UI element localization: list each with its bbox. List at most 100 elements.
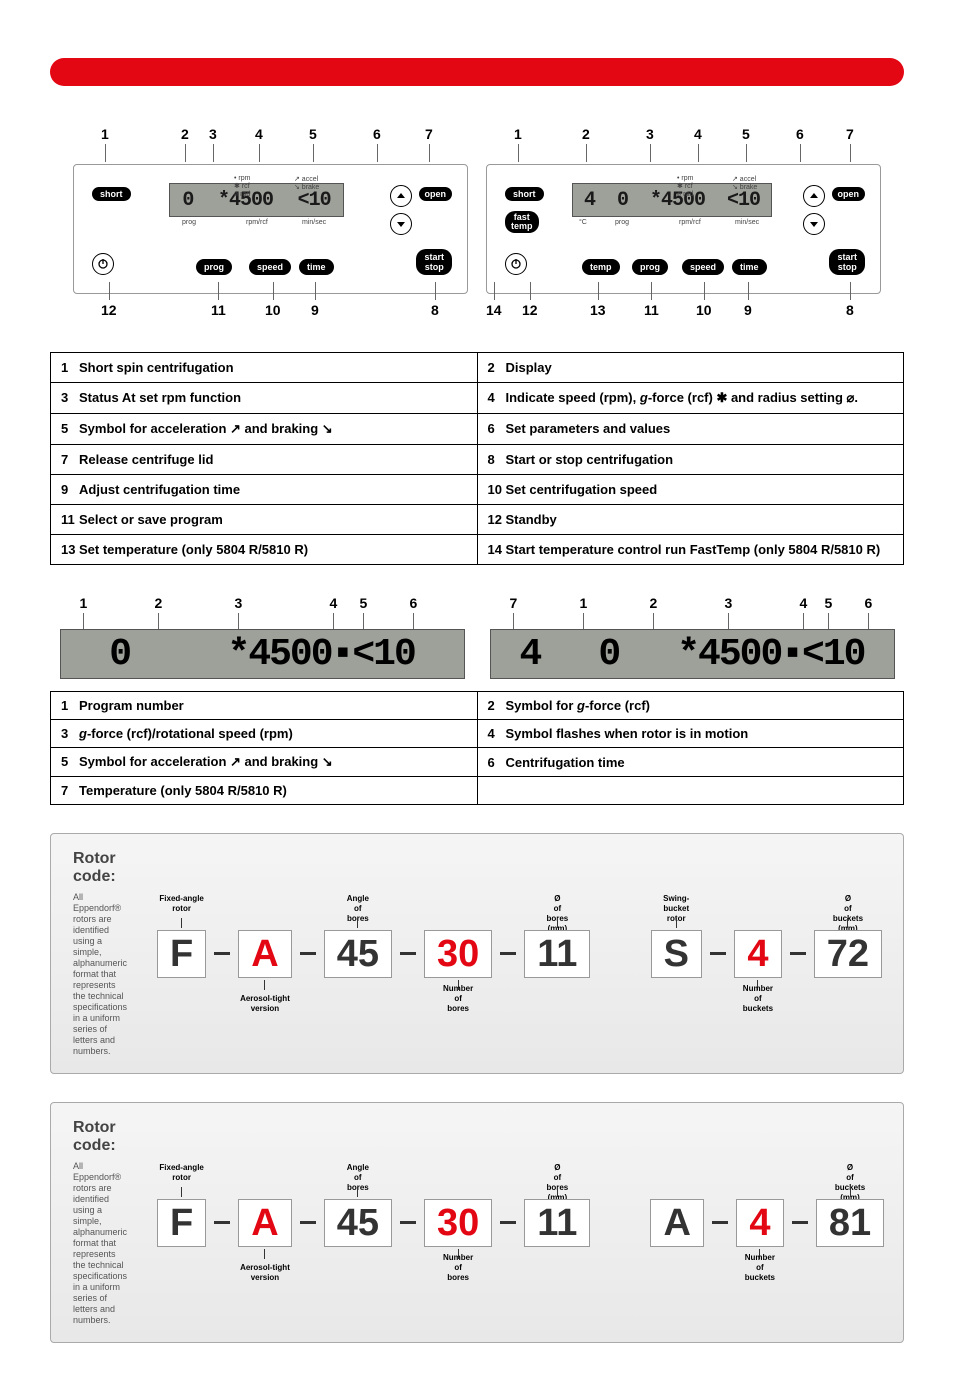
legend-table-lcd: 1Program number2Symbol for g-force (rcf)…: [50, 691, 904, 805]
legend-table-panel: 1Short spin centrifugation2Display3Statu…: [50, 352, 904, 565]
callout-label: 9: [311, 302, 319, 318]
lcd-seg: *4500▪<10: [228, 633, 415, 676]
control-panel-right: short fasttemp 4 0 *4500 <10 • rpm✱ rcf⌀…: [486, 164, 881, 294]
rotor-code-col: AAerosol-tightversion: [238, 1163, 291, 1283]
under-label: °C: [579, 219, 587, 226]
callout-label: 1: [101, 126, 109, 142]
prog-button[interactable]: prog: [196, 259, 232, 275]
rotor-code: Fixed-anglerotorFAAerosol-tightversionAn…: [157, 1163, 590, 1283]
rotor-code-col: Øofbuckets(mm)81: [816, 1163, 884, 1283]
legend-cell: 2Display: [477, 353, 904, 383]
under-label: min/sec: [302, 219, 326, 226]
temp-button[interactable]: temp: [582, 259, 620, 275]
arrow-down-button[interactable]: [803, 213, 825, 235]
speed-button[interactable]: speed: [249, 259, 291, 275]
callout-label: 6: [796, 126, 804, 142]
speed-button[interactable]: speed: [682, 259, 724, 275]
callout-label: 8: [846, 302, 854, 318]
control-panel-left: short 0 *4500 <10 • rpm✱ rcf⌀ rad ↗ acce…: [73, 164, 468, 294]
lcd-seg: 4: [584, 189, 595, 212]
standby-button[interactable]: [505, 253, 527, 275]
short-button[interactable]: short: [505, 187, 544, 201]
lcd-callouts-right: 7123456: [490, 595, 895, 629]
callout-label: 13: [590, 302, 606, 318]
legend-cell: 4Indicate speed (rpm), g-force (rcf) ✱ a…: [477, 383, 904, 414]
rotor-code-col: A: [650, 1163, 703, 1283]
dash-icon: [300, 1221, 316, 1224]
open-button[interactable]: open: [419, 187, 453, 201]
legend-cell: 7Temperature (only 5804 R/5810 R): [51, 777, 478, 805]
callout-label: 6: [410, 595, 418, 611]
callout-label: 14: [486, 302, 502, 318]
under-label: prog: [182, 219, 196, 226]
legend-cell: 11Select or save program: [51, 505, 478, 535]
dash-icon: [500, 952, 516, 955]
callout-label: 3: [646, 126, 654, 142]
lcd-seg: 0: [617, 189, 628, 212]
rotor-code: Fixed-anglerotorFAAerosol-tightversionAn…: [157, 894, 590, 1014]
callout-labels-top-right: 1234567: [486, 126, 881, 156]
rotor-code-block: Rotor code:All Eppendorf® rotors are ide…: [50, 1102, 904, 1343]
callout-label: 7: [425, 126, 433, 142]
time-button[interactable]: time: [732, 259, 767, 275]
small-label: ↗ accel↘ brake: [294, 175, 319, 191]
legend-cell: 3g-force (rcf)/rotational speed (rpm): [51, 720, 478, 748]
control-panels-row: 1234567 short 0 *4500 <10 • rpm✱ rcf⌀ ra…: [50, 126, 904, 332]
rotor-code-col: Øofbores(mm)11: [524, 1163, 590, 1283]
lcd-block-right: 7123456 4 0 *4500▪<10: [490, 595, 895, 679]
arrow-down-button[interactable]: [390, 213, 412, 235]
dash-icon: [400, 1221, 416, 1224]
legend-cell: 6Set parameters and values: [477, 414, 904, 445]
callout-label: 11: [644, 302, 659, 318]
rotor-code-col: Fixed-anglerotorF: [157, 894, 206, 1014]
arrow-up-button[interactable]: [390, 185, 412, 207]
rotor-code-block: Rotor code:All Eppendorf® rotors are ide…: [50, 833, 904, 1074]
dash-icon: [300, 952, 316, 955]
fasttemp-button[interactable]: fasttemp: [505, 211, 539, 233]
callout-label: 1: [580, 595, 588, 611]
lcd-displays-row: 123456 0 *4500▪<10 7123456 4 0 *4500▪<10: [50, 595, 904, 679]
time-button[interactable]: time: [299, 259, 334, 275]
legend-cell: 2Symbol for g-force (rcf): [477, 692, 904, 720]
rotor-code-col: Øofbuckets(mm)72: [814, 894, 882, 1014]
dash-icon: [214, 952, 230, 955]
lcd-seg: 0: [182, 189, 193, 212]
under-label: min/sec: [735, 219, 759, 226]
callout-label: 5: [309, 126, 317, 142]
lcd-block-left: 123456 0 *4500▪<10: [60, 595, 465, 679]
callout-label: 4: [694, 126, 702, 142]
dash-icon: [400, 952, 416, 955]
callout-label: 3: [209, 126, 217, 142]
rotor-code-col: 4Numberofbuckets: [734, 894, 782, 1014]
prog-button[interactable]: prog: [632, 259, 668, 275]
dash-icon: [712, 1221, 728, 1224]
callout-label: 9: [744, 302, 752, 318]
lcd-seg: 0: [598, 633, 619, 676]
under-label: rpm/rcf: [679, 219, 701, 226]
under-label: prog: [615, 219, 629, 226]
legend-cell: 10Set centrifugation speed: [477, 475, 904, 505]
legend-cell: 4Symbol flashes when rotor is in motion: [477, 720, 904, 748]
rotor-code-col: 30Numberofbores: [424, 894, 492, 1014]
legend-cell: 3Status At set rpm function: [51, 383, 478, 414]
lcd-large-left: 0 *4500▪<10: [60, 629, 465, 679]
callout-label: 4: [800, 595, 808, 611]
legend-cell: 5Symbol for acceleration ↗ and braking ↘: [51, 748, 478, 777]
rotor-code-col: Swing-bucketrotorS: [650, 894, 702, 1014]
start-stop-button[interactable]: startstop: [829, 249, 865, 275]
open-button[interactable]: open: [832, 187, 866, 201]
callout-label: 5: [360, 595, 368, 611]
legend-cell: 5Symbol for acceleration ↗ and braking ↘: [51, 414, 478, 445]
short-button[interactable]: short: [92, 187, 131, 201]
callout-label: 7: [510, 595, 518, 611]
lcd-seg: <10: [298, 189, 331, 212]
start-stop-button[interactable]: startstop: [416, 249, 452, 275]
arrow-up-button[interactable]: [803, 185, 825, 207]
rotor-code-col: AAerosol-tightversion: [238, 894, 291, 1014]
callout-label: 3: [235, 595, 243, 611]
standby-button[interactable]: [92, 253, 114, 275]
legend-cell: [477, 777, 904, 805]
rotor-title: Rotor code:: [73, 1119, 127, 1155]
dash-icon: [792, 1221, 808, 1224]
panel-right-wrap: 1234567 short fasttemp 4 0 *4500 <10 • r…: [486, 126, 881, 332]
